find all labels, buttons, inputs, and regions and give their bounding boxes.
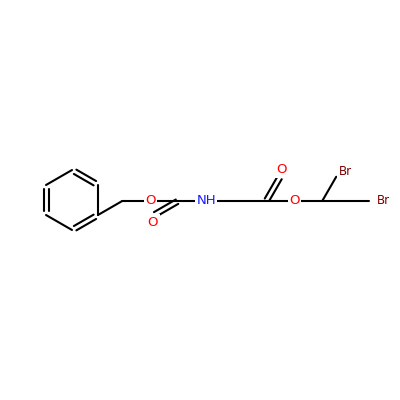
Text: Br: Br [376,194,390,208]
Text: O: O [276,163,286,176]
Text: O: O [145,194,156,208]
Text: O: O [148,216,158,228]
Text: Br: Br [339,165,352,178]
Text: NH: NH [196,194,216,208]
Text: O: O [289,194,300,208]
